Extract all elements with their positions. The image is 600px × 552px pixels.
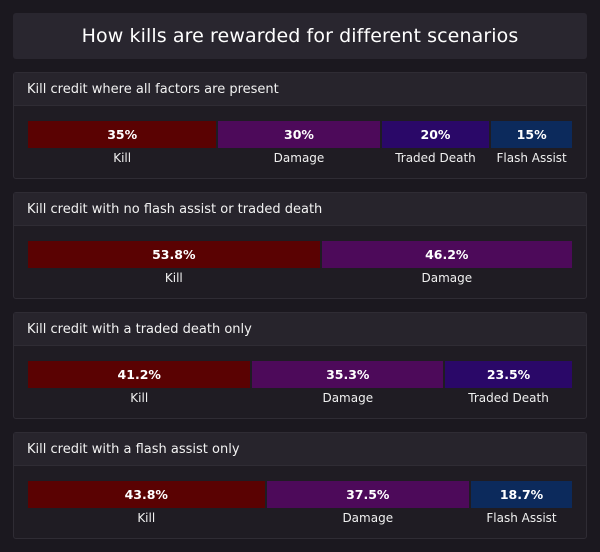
stacked-bar: 41.2% 35.3% 23.5% — [28, 361, 572, 388]
bar-label-traded-death: Traded Death — [468, 391, 549, 405]
chart-panel-no-flash-no-trade: Kill credit with no flash assist or trad… — [13, 192, 587, 299]
bar-label-kill: Kill — [137, 511, 156, 525]
bar-segment-damage: 30% — [218, 121, 380, 148]
chart-panel-all-factors: Kill credit where all factors are presen… — [13, 72, 587, 179]
bar-segment-traded-death: 23.5% — [445, 361, 572, 388]
bar-segment-kill: 41.2% — [28, 361, 251, 388]
bar-label-damage: Damage — [342, 511, 394, 525]
bar-label-kill: Kill — [164, 271, 183, 285]
bar-label-damage: Damage — [421, 271, 473, 285]
bar-segment-damage: 37.5% — [266, 481, 470, 508]
chart-panel-traded-death-only: Kill credit with a traded death only 41.… — [13, 312, 587, 419]
stacked-bar: 35% 30% 20% 15% — [28, 121, 572, 148]
bar-segment-traded-death: 20% — [381, 121, 490, 148]
bar-label-kill: Kill — [130, 391, 149, 405]
chart-panel-title: Kill credit with a flash assist only — [14, 433, 586, 466]
page-title: How kills are rewarded for different sce… — [13, 13, 587, 59]
bar-label-flash-assist: Flash Assist — [486, 511, 557, 525]
bar-segment-damage: 35.3% — [252, 361, 444, 388]
bar-label-kill: Kill — [113, 151, 132, 165]
chart-panel-title: Kill credit with no flash assist or trad… — [14, 193, 586, 226]
bar-label-flash-assist: Flash Assist — [496, 151, 567, 165]
bar-segment-damage: 46.2% — [321, 241, 572, 268]
bar-label-damage: Damage — [273, 151, 325, 165]
bar-segment-kill: 35% — [28, 121, 217, 148]
stacked-bar: 53.8% 46.2% — [28, 241, 572, 268]
page-title-text: How kills are rewarded for different sce… — [81, 25, 519, 47]
bar-segment-kill: 53.8% — [28, 241, 320, 268]
stacked-bar: 43.8% 37.5% 18.7% — [28, 481, 572, 508]
chart-panel-title: Kill credit with a traded death only — [14, 313, 586, 346]
chart-panel-flash-assist-only: Kill credit with a flash assist only 43.… — [13, 432, 587, 539]
bar-segment-flash-assist: 18.7% — [471, 481, 572, 508]
bar-label-damage: Damage — [322, 391, 374, 405]
bar-segment-kill: 43.8% — [28, 481, 265, 508]
chart-panel-title: Kill credit where all factors are presen… — [14, 73, 586, 106]
bar-segment-flash-assist: 15% — [491, 121, 572, 148]
bar-label-traded-death: Traded Death — [395, 151, 476, 165]
